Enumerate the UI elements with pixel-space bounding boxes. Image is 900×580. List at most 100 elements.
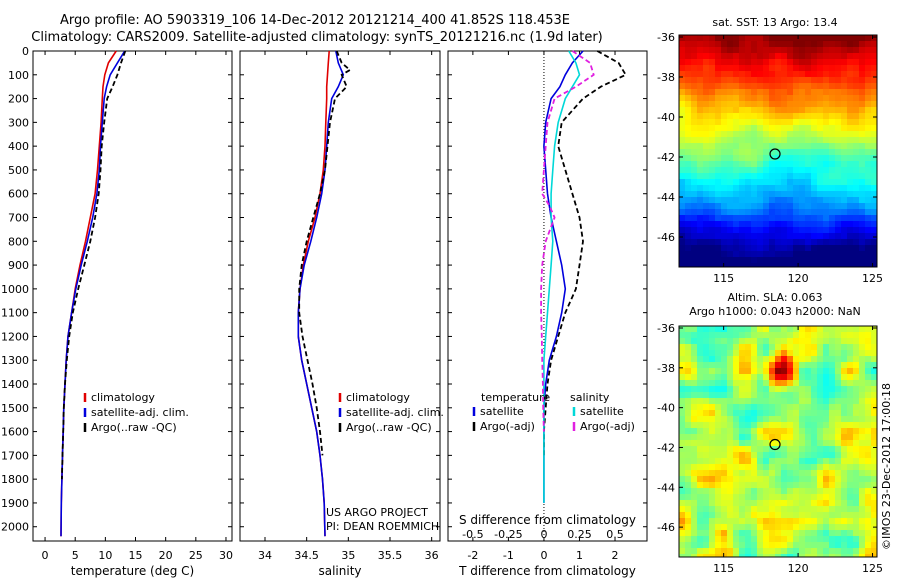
heat-cell — [865, 404, 871, 410]
legend-label: satellite-adj. clim. — [91, 406, 189, 419]
heat-cell — [757, 404, 763, 410]
heat-cell — [799, 95, 805, 101]
heat-cell — [685, 374, 691, 380]
heat-cell — [685, 173, 691, 179]
heat-cell — [841, 263, 847, 267]
heat-cell — [787, 209, 793, 215]
heat-cell — [715, 179, 721, 185]
heat-cell — [697, 518, 703, 524]
heat-cell — [829, 173, 835, 179]
heat-cell — [769, 350, 775, 356]
heat-cell — [709, 95, 715, 101]
heat-cell — [865, 227, 871, 233]
heat-cell — [835, 161, 841, 167]
heat-cell — [775, 191, 781, 197]
heat-cell — [853, 554, 859, 557]
heat-cell — [787, 476, 793, 482]
heat-cell — [865, 65, 871, 71]
heat-cell — [679, 203, 685, 209]
heat-cell — [787, 263, 793, 267]
heat-cell — [853, 380, 859, 386]
heat-cell — [697, 41, 703, 47]
heat-cell — [739, 149, 745, 155]
heat-cell — [829, 137, 835, 143]
heat-cell — [775, 344, 781, 350]
heat-cell — [817, 101, 823, 107]
heat-cell — [799, 161, 805, 167]
heat-cell — [817, 530, 823, 536]
heat-cell — [739, 542, 745, 548]
heat-cell — [745, 494, 751, 500]
heat-cell — [703, 422, 709, 428]
heat-cell — [805, 125, 811, 131]
heat-cell — [769, 476, 775, 482]
heat-cell — [697, 446, 703, 452]
heat-cell — [703, 197, 709, 203]
heat-cell — [787, 374, 793, 380]
heat-cell — [853, 191, 859, 197]
heat-cell — [769, 77, 775, 83]
heat-cell — [781, 476, 787, 482]
heat-cell — [679, 119, 685, 125]
heat-cell — [871, 530, 877, 536]
heat-cell — [685, 446, 691, 452]
heat-cell — [871, 263, 877, 267]
heat-cell — [733, 332, 739, 338]
heat-cell — [733, 458, 739, 464]
heat-cell — [745, 464, 751, 470]
heat-cell — [751, 221, 757, 227]
heat-cell — [811, 488, 817, 494]
heat-cell — [829, 167, 835, 173]
heat-cell — [691, 404, 697, 410]
heat-cell — [793, 530, 799, 536]
heat-cell — [739, 191, 745, 197]
heat-cell — [709, 221, 715, 227]
heat-cell — [793, 245, 799, 251]
heat-cell — [865, 506, 871, 512]
heat-cell — [715, 548, 721, 554]
heat-cell — [829, 197, 835, 203]
heat-cell — [757, 362, 763, 368]
heat-cell — [709, 350, 715, 356]
heat-cell — [853, 368, 859, 374]
heat-cell — [769, 215, 775, 221]
heat-cell — [775, 53, 781, 59]
heat-cell — [823, 476, 829, 482]
heat-cell — [715, 476, 721, 482]
heat-cell — [679, 506, 685, 512]
heat-cell — [727, 107, 733, 113]
heat-cell — [811, 398, 817, 404]
heat-cell — [823, 368, 829, 374]
heat-cell — [853, 185, 859, 191]
heat-cell — [739, 197, 745, 203]
heat-cell — [841, 233, 847, 239]
heat-cell — [847, 428, 853, 434]
heat-cell — [853, 35, 859, 41]
heat-cell — [751, 173, 757, 179]
heat-cell — [769, 338, 775, 344]
heat-cell — [697, 77, 703, 83]
heat-cell — [763, 95, 769, 101]
heat-cell — [835, 95, 841, 101]
heat-cell — [847, 518, 853, 524]
heat-cell — [679, 185, 685, 191]
heat-cell — [853, 362, 859, 368]
heat-cell — [691, 155, 697, 161]
heat-cell — [841, 185, 847, 191]
heat-cell — [739, 143, 745, 149]
heat-cell — [769, 221, 775, 227]
heat-cell — [823, 245, 829, 251]
heat-cell — [703, 392, 709, 398]
heat-cell — [865, 239, 871, 245]
heat-cell — [679, 530, 685, 536]
heat-cell — [709, 35, 715, 41]
heat-cell — [811, 35, 817, 41]
heat-cell — [775, 143, 781, 149]
heat-cell — [745, 53, 751, 59]
heat-cell — [847, 245, 853, 251]
heat-cell — [715, 368, 721, 374]
heat-cell — [853, 434, 859, 440]
heat-cell — [865, 221, 871, 227]
heat-cell — [769, 356, 775, 362]
heat-cell — [823, 386, 829, 392]
